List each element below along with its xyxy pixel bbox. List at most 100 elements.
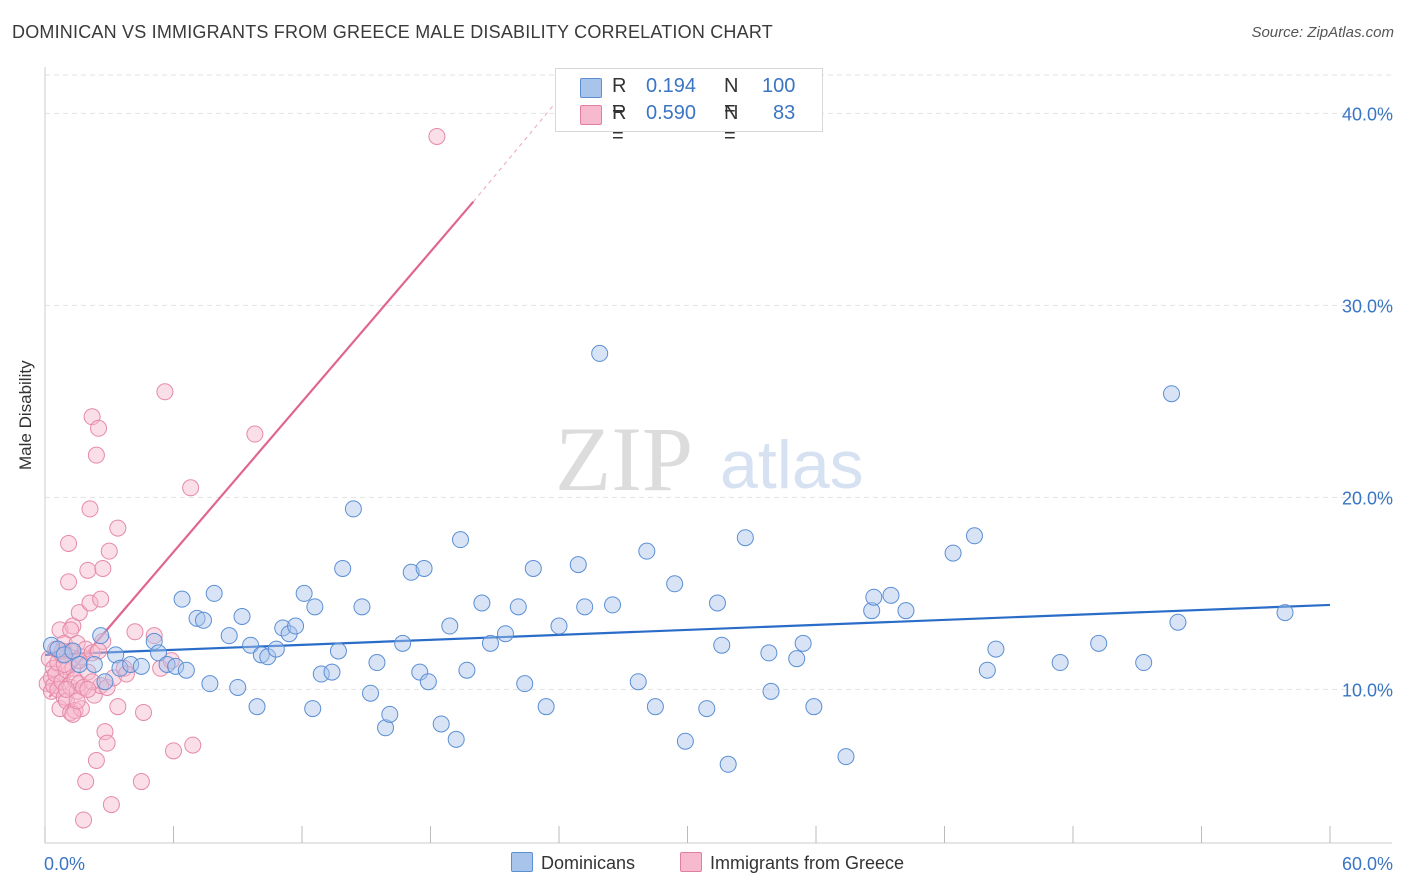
point-dominicans bbox=[274, 619, 292, 637]
point-greece bbox=[109, 519, 127, 537]
point-dominicans bbox=[882, 586, 900, 604]
point-greece bbox=[184, 736, 202, 754]
point-dominicans bbox=[537, 698, 555, 716]
point-dominicans bbox=[604, 596, 622, 614]
point-dominicans bbox=[177, 661, 195, 679]
point-dominicans bbox=[676, 732, 694, 750]
point-dominicans bbox=[344, 500, 362, 518]
trend-line-greece-extension bbox=[472, 103, 556, 203]
watermark-zip: ZIP bbox=[555, 408, 693, 510]
point-greece bbox=[87, 751, 105, 769]
point-dominicans bbox=[411, 663, 429, 681]
point-dominicans bbox=[334, 559, 352, 577]
point-dominicans bbox=[92, 627, 110, 645]
point-dominicans bbox=[415, 559, 433, 577]
point-greece bbox=[79, 561, 97, 579]
point-dominicans bbox=[638, 542, 656, 560]
point-dominicans bbox=[762, 682, 780, 700]
point-dominicans bbox=[362, 684, 380, 702]
point-dominicans bbox=[419, 673, 437, 691]
point-dominicans bbox=[713, 636, 731, 654]
point-dominicans bbox=[432, 715, 450, 733]
point-greece bbox=[83, 673, 101, 691]
point-dominicans bbox=[646, 698, 664, 716]
point-dominicans bbox=[794, 634, 812, 652]
point-greece bbox=[246, 425, 264, 443]
point-dominicans bbox=[55, 646, 73, 664]
point-greece bbox=[77, 773, 95, 791]
point-greece bbox=[81, 594, 99, 612]
point-greece bbox=[100, 542, 118, 560]
point-dominicans bbox=[49, 640, 67, 658]
point-dominicans bbox=[229, 678, 247, 696]
point-dominicans bbox=[353, 598, 371, 616]
point-greece bbox=[92, 590, 110, 608]
point-dominicans bbox=[837, 748, 855, 766]
point-greece bbox=[145, 627, 163, 645]
point-dominicans bbox=[708, 594, 726, 612]
legend-swatch-pink bbox=[580, 105, 602, 125]
point-dominicans bbox=[158, 655, 176, 673]
point-dominicans bbox=[306, 598, 324, 616]
trend-line-dominicans bbox=[44, 603, 1331, 656]
point-dominicans bbox=[312, 665, 330, 683]
point-dominicans bbox=[569, 556, 587, 574]
point-dominicans bbox=[323, 663, 341, 681]
point-dominicans bbox=[1135, 654, 1153, 672]
point-dominicans bbox=[132, 657, 150, 675]
legend-item-dominicans: Dominicans bbox=[511, 852, 635, 874]
point-dominicans bbox=[1090, 634, 1108, 652]
point-greece bbox=[62, 621, 80, 639]
point-dominicans bbox=[516, 675, 534, 693]
point-greece bbox=[68, 692, 86, 710]
point-dominicans bbox=[591, 344, 609, 362]
point-dominicans bbox=[447, 730, 465, 748]
point-dominicans bbox=[865, 588, 883, 606]
point-dominicans bbox=[550, 617, 568, 635]
point-greece bbox=[94, 559, 112, 577]
point-dominicans bbox=[205, 584, 223, 602]
point-greece bbox=[156, 383, 174, 401]
point-dominicans bbox=[233, 607, 251, 625]
point-greece bbox=[105, 669, 123, 687]
n-value: 100 bbox=[762, 75, 796, 97]
point-greece bbox=[428, 127, 446, 145]
point-dominicans bbox=[70, 655, 88, 673]
point-greece bbox=[132, 773, 150, 791]
point-dominicans bbox=[201, 675, 219, 693]
point-dominicans bbox=[441, 617, 459, 635]
point-dominicans bbox=[481, 634, 499, 652]
point-greece bbox=[55, 655, 73, 673]
point-greece bbox=[57, 680, 75, 698]
point-greece bbox=[79, 680, 97, 698]
n-label: N = bbox=[724, 75, 739, 120]
legend-swatch-blue bbox=[580, 78, 602, 98]
point-dominicans bbox=[863, 602, 881, 620]
point-dominicans bbox=[252, 646, 270, 664]
point-greece bbox=[126, 623, 144, 641]
point-dominicans bbox=[509, 598, 527, 616]
y-tick-label: 20.0% bbox=[1342, 488, 1393, 508]
chart-title: DOMINICAN VS IMMIGRANTS FROM GREECE MALE… bbox=[12, 22, 773, 42]
point-dominicans bbox=[242, 636, 260, 654]
point-dominicans bbox=[368, 654, 386, 672]
point-dominicans bbox=[85, 655, 103, 673]
point-dominicans bbox=[576, 598, 594, 616]
point-dominicans bbox=[1051, 654, 1069, 672]
r-value: 0.590 bbox=[646, 102, 697, 124]
point-dominicans bbox=[377, 719, 395, 737]
point-dominicans bbox=[150, 644, 168, 662]
point-greece bbox=[87, 446, 105, 464]
point-dominicans bbox=[96, 673, 114, 691]
point-dominicans bbox=[473, 594, 491, 612]
point-greece bbox=[98, 734, 116, 752]
watermark-atlas: atlas bbox=[720, 427, 864, 503]
x-tick-label: 60.0% bbox=[1342, 854, 1393, 874]
point-dominicans bbox=[173, 590, 191, 608]
legend-swatch-pink bbox=[680, 852, 702, 872]
point-dominicans bbox=[805, 698, 823, 716]
point-greece bbox=[60, 534, 78, 552]
y-axis-label: Male Disability bbox=[16, 360, 35, 470]
r-label: R = bbox=[612, 75, 627, 120]
point-dominicans bbox=[248, 698, 266, 716]
